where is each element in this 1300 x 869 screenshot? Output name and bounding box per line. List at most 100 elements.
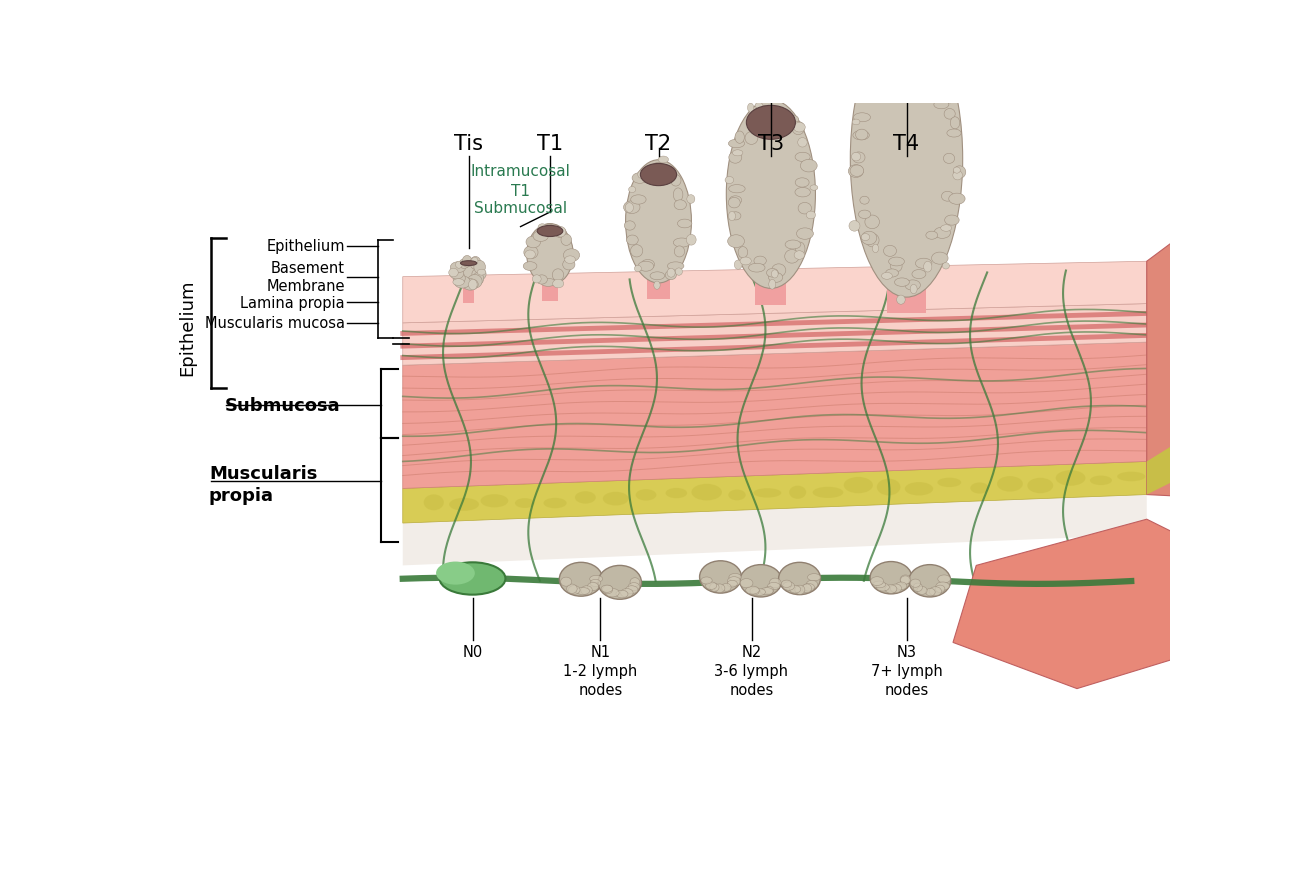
- Ellipse shape: [768, 273, 783, 283]
- Ellipse shape: [603, 586, 612, 594]
- Ellipse shape: [771, 123, 785, 133]
- Ellipse shape: [560, 578, 572, 587]
- Ellipse shape: [931, 83, 942, 93]
- Ellipse shape: [881, 273, 892, 280]
- Ellipse shape: [728, 140, 745, 149]
- Ellipse shape: [740, 565, 781, 597]
- Ellipse shape: [624, 202, 640, 215]
- Ellipse shape: [876, 30, 937, 79]
- Ellipse shape: [801, 160, 818, 173]
- Ellipse shape: [779, 562, 820, 595]
- Ellipse shape: [910, 285, 916, 295]
- Ellipse shape: [552, 269, 564, 282]
- Ellipse shape: [666, 488, 688, 499]
- Ellipse shape: [866, 235, 879, 248]
- Ellipse shape: [454, 276, 471, 289]
- Ellipse shape: [900, 575, 911, 584]
- Ellipse shape: [915, 259, 932, 269]
- Ellipse shape: [755, 106, 768, 115]
- Bar: [887, 289, 926, 314]
- Ellipse shape: [448, 498, 478, 511]
- Ellipse shape: [666, 271, 676, 281]
- Ellipse shape: [855, 130, 868, 141]
- Ellipse shape: [754, 257, 766, 266]
- Ellipse shape: [881, 62, 892, 76]
- Bar: [647, 275, 670, 300]
- Ellipse shape: [876, 479, 901, 496]
- Ellipse shape: [942, 263, 949, 269]
- Polygon shape: [403, 342, 1147, 489]
- Ellipse shape: [772, 264, 785, 277]
- Ellipse shape: [638, 262, 654, 272]
- Ellipse shape: [810, 186, 818, 191]
- Ellipse shape: [767, 269, 779, 278]
- Ellipse shape: [526, 237, 541, 249]
- Ellipse shape: [745, 132, 758, 145]
- Ellipse shape: [796, 153, 810, 163]
- Ellipse shape: [933, 228, 950, 239]
- Ellipse shape: [764, 587, 774, 594]
- Ellipse shape: [632, 174, 647, 184]
- Ellipse shape: [628, 583, 640, 591]
- Ellipse shape: [876, 584, 889, 592]
- Ellipse shape: [879, 33, 889, 43]
- Ellipse shape: [760, 588, 774, 595]
- Ellipse shape: [785, 250, 800, 264]
- Ellipse shape: [1027, 478, 1053, 494]
- Ellipse shape: [802, 584, 811, 593]
- Ellipse shape: [812, 488, 844, 499]
- Ellipse shape: [928, 46, 942, 59]
- Text: N0: N0: [463, 644, 482, 660]
- Ellipse shape: [532, 275, 541, 283]
- Ellipse shape: [563, 260, 575, 270]
- Ellipse shape: [909, 565, 950, 597]
- Ellipse shape: [749, 264, 764, 273]
- Ellipse shape: [727, 101, 815, 289]
- Ellipse shape: [915, 63, 930, 76]
- Text: Submucosa: Submucosa: [225, 397, 341, 415]
- Ellipse shape: [1056, 471, 1086, 487]
- Ellipse shape: [725, 177, 733, 184]
- Ellipse shape: [450, 262, 465, 274]
- Ellipse shape: [525, 251, 536, 260]
- Ellipse shape: [675, 201, 686, 210]
- Text: T3: T3: [758, 135, 784, 155]
- Ellipse shape: [439, 562, 506, 595]
- Ellipse shape: [794, 586, 805, 594]
- Ellipse shape: [889, 258, 905, 267]
- Ellipse shape: [477, 270, 486, 275]
- Ellipse shape: [941, 81, 953, 90]
- Ellipse shape: [564, 256, 576, 264]
- Ellipse shape: [1089, 476, 1111, 486]
- Ellipse shape: [862, 232, 876, 245]
- Ellipse shape: [543, 225, 555, 235]
- Ellipse shape: [590, 580, 601, 587]
- Ellipse shape: [885, 585, 897, 594]
- Ellipse shape: [806, 580, 818, 589]
- Ellipse shape: [926, 232, 937, 240]
- Ellipse shape: [783, 582, 794, 591]
- Ellipse shape: [625, 203, 633, 213]
- Ellipse shape: [729, 574, 741, 581]
- Ellipse shape: [884, 246, 897, 257]
- Ellipse shape: [953, 167, 966, 179]
- Ellipse shape: [862, 55, 868, 62]
- Ellipse shape: [953, 171, 962, 181]
- Ellipse shape: [852, 153, 861, 162]
- Ellipse shape: [677, 220, 692, 229]
- Polygon shape: [1147, 239, 1178, 496]
- Text: T1: T1: [511, 183, 530, 198]
- Ellipse shape: [933, 101, 949, 109]
- Ellipse shape: [885, 269, 898, 278]
- Ellipse shape: [781, 580, 792, 587]
- Ellipse shape: [755, 103, 763, 109]
- Ellipse shape: [728, 490, 746, 501]
- Ellipse shape: [629, 187, 636, 193]
- Ellipse shape: [555, 227, 566, 238]
- Text: T1: T1: [537, 135, 563, 155]
- Text: N3
7+ lymph
nodes: N3 7+ lymph nodes: [871, 644, 942, 698]
- Ellipse shape: [472, 258, 478, 266]
- Ellipse shape: [603, 492, 629, 506]
- Ellipse shape: [673, 239, 690, 248]
- Ellipse shape: [436, 562, 474, 585]
